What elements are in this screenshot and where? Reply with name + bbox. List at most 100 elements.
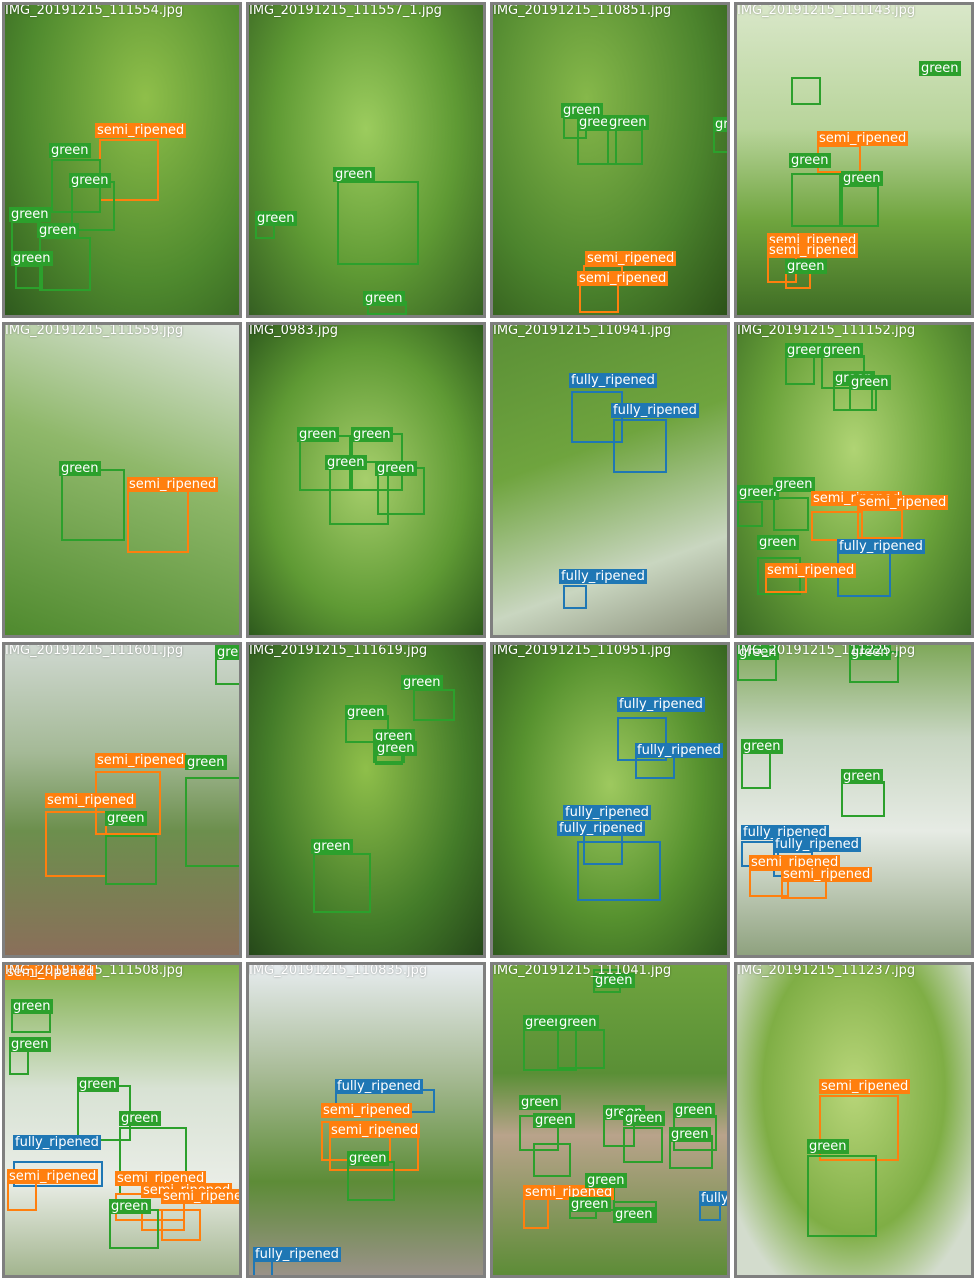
image-tile: IMG_20191215_111619.jpg green green green gr… xyxy=(246,642,486,958)
detection-label: fully_ripened xyxy=(773,837,861,852)
detection-label: fully_ripened xyxy=(635,743,723,758)
detection-label: green xyxy=(821,343,863,358)
detection-label: semi_ripened xyxy=(857,495,948,510)
detection-label: semi_ripened xyxy=(329,1123,420,1138)
detection-label: fully_ripened xyxy=(13,1135,101,1150)
detection-box xyxy=(347,1161,395,1201)
greenhouse-photo xyxy=(249,5,483,315)
image-tile: IMG_20191215_110835.jpg fully_ripened semi… xyxy=(246,962,486,1278)
image-filename: IMG_20191215_110851.jpg xyxy=(493,3,671,18)
image-tile: IMG_20191215_111237.jpg semi_ripened green xyxy=(734,962,974,1278)
detection-label: green xyxy=(919,61,961,76)
detection-label: green xyxy=(69,173,111,188)
detection-label: green xyxy=(77,1077,119,1092)
detection-label: green xyxy=(109,1199,151,1214)
detection-label: green xyxy=(757,535,799,550)
detection-box xyxy=(109,1209,159,1249)
detection-label: green xyxy=(49,143,91,158)
detection-label: green xyxy=(345,705,387,720)
image-tile: IMG_20191215_111601.jpg green semi_ripened… xyxy=(2,642,242,958)
detection-label: green xyxy=(119,1111,161,1126)
detection-label: green xyxy=(255,211,297,226)
image-filename: IMG_20191215_111619.jpg xyxy=(249,643,427,658)
detection-label: green xyxy=(375,741,417,756)
detection-box xyxy=(607,129,643,165)
detection-label: green xyxy=(215,645,242,660)
detection-label: semi_ripened xyxy=(765,563,856,578)
image-tile: IMG_0983.jpg green green green green xyxy=(246,322,486,638)
detection-label: green xyxy=(789,153,831,168)
detection-label: green xyxy=(59,461,101,476)
detection-box xyxy=(741,749,771,789)
detection-box xyxy=(61,469,125,541)
detection-label: green xyxy=(807,1139,849,1154)
detection-label: green xyxy=(533,1113,575,1128)
detection-label: green xyxy=(375,461,417,476)
detection-label: green xyxy=(713,117,730,132)
detection-box xyxy=(533,1143,571,1177)
detection-label: green xyxy=(333,167,375,182)
image-filename: IMG_0983.jpg xyxy=(249,323,338,338)
image-filename: IMG_20191215_111508.jpg xyxy=(5,963,183,978)
detection-label: fully_ripened xyxy=(837,539,925,554)
greenhouse-photo xyxy=(249,965,483,1275)
image-filename: IMG_20191215_111225.jpg xyxy=(737,643,915,658)
detection-label: green xyxy=(401,675,443,690)
detection-label: semi_ripened xyxy=(95,753,186,768)
detection-label: semi_ripened xyxy=(585,251,676,266)
detection-label: green xyxy=(669,1127,711,1142)
detection-box xyxy=(185,777,242,867)
detection-box xyxy=(557,1029,605,1069)
detection-label: green xyxy=(849,375,891,390)
detection-box xyxy=(161,1209,201,1241)
detection-label: green xyxy=(557,1015,599,1030)
image-filename: IMG_20191215_111143.jpg xyxy=(737,3,915,18)
image-tile: IMG_20191215_111508.jpg green green green gr… xyxy=(2,962,242,1278)
detection-label: green xyxy=(9,207,51,222)
detection-box xyxy=(579,283,619,313)
detection-label: semi_ripened xyxy=(781,867,872,882)
image-tile: IMG_20191215_111554.jpg semi_ripened green… xyxy=(2,2,242,318)
detection-label: fully_ripened xyxy=(563,805,651,820)
detection-label: fully_ripened xyxy=(699,1191,730,1206)
detection-label: green xyxy=(773,477,815,492)
image-filename: IMG_20191215_111557_1.jpg xyxy=(249,3,442,18)
detection-box xyxy=(811,511,863,541)
image-filename: IMG_20191215_111601.jpg xyxy=(5,643,183,658)
image-filename: IMG_20191215_110941.jpg xyxy=(493,323,671,338)
detection-label: semi_ripened xyxy=(45,793,136,808)
detection-label: fully_ripened xyxy=(569,373,657,388)
image-tile: IMG_20191215_111557_1.jpg green green green xyxy=(246,2,486,318)
detection-box xyxy=(105,835,157,885)
detection-label: green xyxy=(325,455,367,470)
detection-box xyxy=(577,841,661,901)
detection-box xyxy=(791,77,821,105)
detection-label: semi_ripened xyxy=(95,123,186,138)
greenhouse-photo xyxy=(493,645,727,955)
detection-box xyxy=(857,509,903,539)
detection-label: green xyxy=(311,839,353,854)
detection-label: fully_ripened xyxy=(253,1247,341,1262)
detection-label: fully_ripened xyxy=(557,821,645,836)
detection-label: green xyxy=(607,115,649,130)
detection-box xyxy=(215,657,241,685)
detection-box xyxy=(737,501,763,527)
detection-box xyxy=(337,181,419,265)
detection-box xyxy=(791,173,841,227)
detection-label: green xyxy=(613,1207,655,1222)
image-tile: IMG_20191215_110941.jpg fully_ripened full… xyxy=(490,322,730,638)
image-filename: IMG_20191215_110835.jpg xyxy=(249,963,427,978)
image-filename: IMG_20191215_111152.jpg xyxy=(737,323,915,338)
detection-label: green xyxy=(785,259,827,274)
detection-label: green xyxy=(585,1173,627,1188)
detection-label: semi_ripened xyxy=(817,131,908,146)
image-tile: IMG_20191215_110851.jpg green green green gr… xyxy=(490,2,730,318)
image-tile: IMG_20191215_111143.jpggreen semi_ripened… xyxy=(734,2,974,318)
detection-label: green xyxy=(741,739,783,754)
detection-box xyxy=(563,585,587,609)
detection-box xyxy=(313,853,371,913)
detection-label: fully_ripened xyxy=(559,569,647,584)
detection-box xyxy=(773,497,809,531)
